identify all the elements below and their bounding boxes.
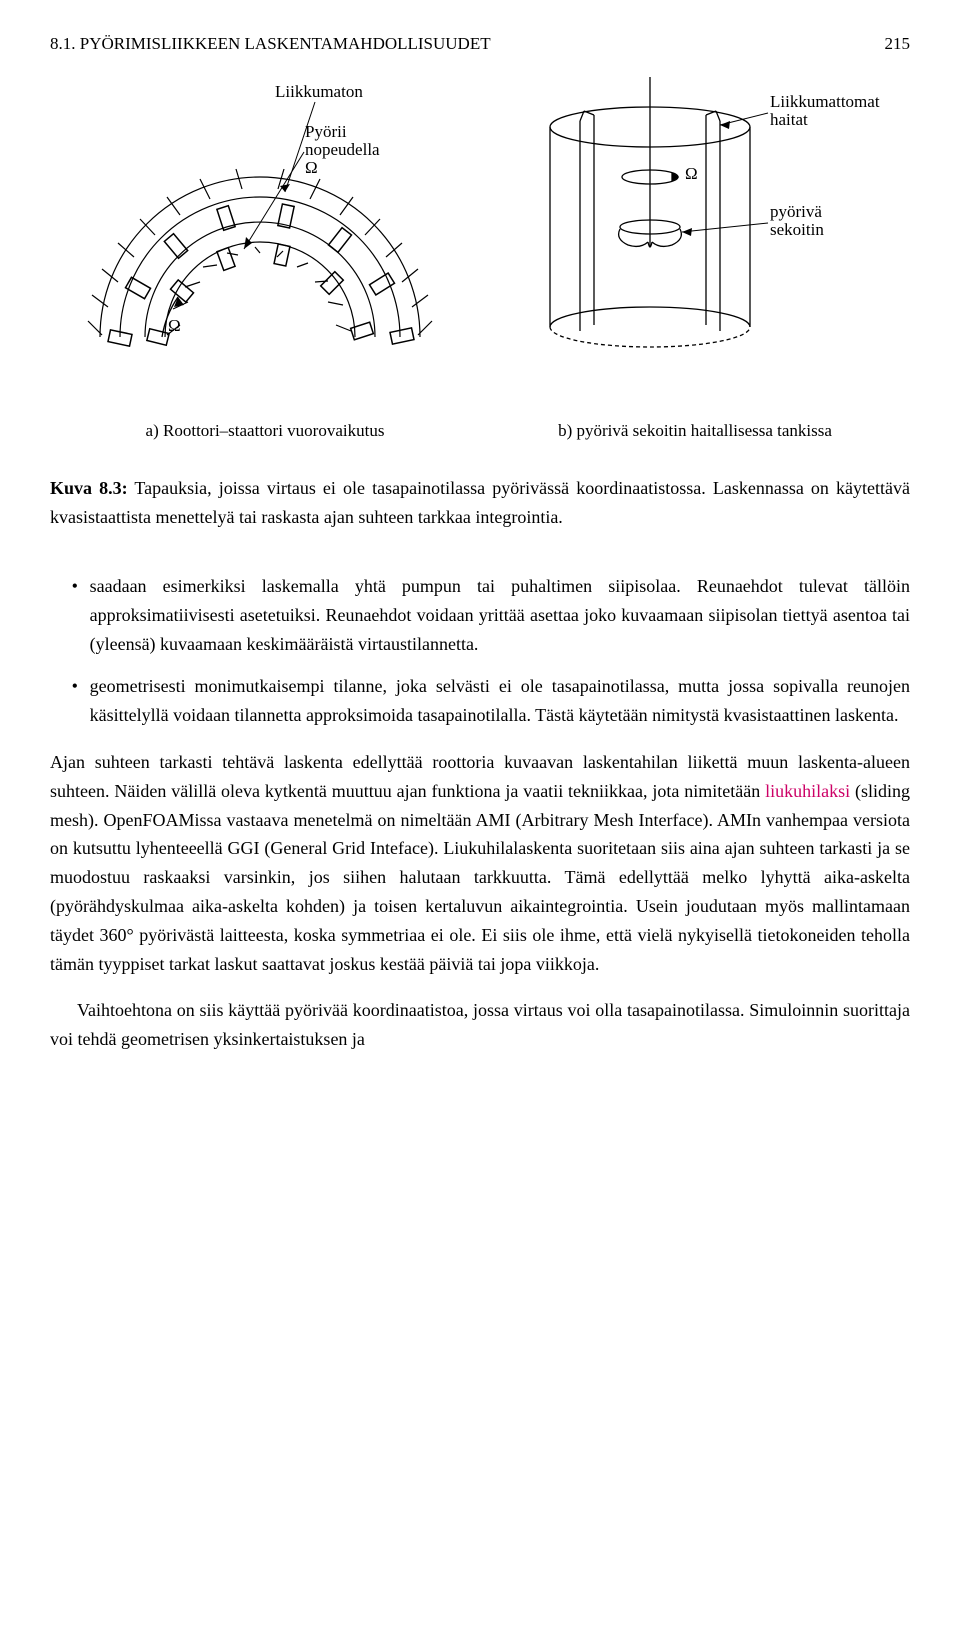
figure-right-tank-mixer: Liikkumattomat haitat Ω pyörivä sekoitin bbox=[490, 77, 910, 367]
figure-left-rotor-stator: Liikkumaton Pyörii nopeudella Ω Ω bbox=[50, 77, 470, 347]
subcaption-row: a) Roottori–staattori vuorovaikutus b) p… bbox=[50, 417, 910, 444]
label-omega-tank: Ω bbox=[685, 164, 698, 183]
caption-label: Kuva 8.3: bbox=[50, 478, 128, 498]
bullet-item-2: geometrisesti monimutkaisempi tilanne, j… bbox=[72, 672, 910, 730]
label-haitat-1: Liikkumattomat bbox=[770, 92, 880, 111]
subcaption-a: a) Roottori–staattori vuorovaikutus bbox=[50, 417, 480, 444]
bullet-list: saadaan esimerkiksi laskemalla yhtä pump… bbox=[50, 572, 910, 730]
para1-post: (sliding mesh). Open­FOAMissa vastaava m… bbox=[50, 781, 910, 974]
label-sekoitin-1: pyörivä bbox=[770, 202, 822, 221]
paragraph-liukuhila: Ajan suhteen tarkasti tehtävä laskenta e… bbox=[50, 748, 910, 978]
label-nopeudella: nopeudella bbox=[305, 140, 380, 159]
label-haitat-2: haitat bbox=[770, 110, 808, 129]
section-title: 8.1. PYÖRIMISLIIKKEEN LASKENTAMAHDOLLISU… bbox=[50, 30, 491, 57]
page-header: 8.1. PYÖRIMISLIIKKEEN LASKENTAMAHDOLLISU… bbox=[50, 30, 910, 57]
page-number: 215 bbox=[885, 30, 911, 57]
label-omega-text: Ω bbox=[305, 158, 318, 177]
caption-text: Tapauksia, joissa virtaus ei ole tasapai… bbox=[50, 478, 910, 527]
label-sekoitin-2: sekoitin bbox=[770, 220, 824, 239]
paragraph-vaihtoehto: Vaihtoehtona on siis käyttää pyörivää ko… bbox=[50, 996, 910, 1054]
label-liikkumaton: Liikkumaton bbox=[275, 82, 363, 101]
label-omega-bottom: Ω bbox=[168, 316, 181, 335]
label-pyorii: Pyörii bbox=[305, 122, 347, 141]
subcaption-b: b) pyörivä sekoitin haitallisessa tankis… bbox=[480, 417, 910, 444]
magenta-term: liukuhilaksi bbox=[765, 781, 850, 801]
bullet-item-1: saadaan esimerkiksi laskemalla yhtä pump… bbox=[72, 572, 910, 658]
figure-8-3: Liikkumaton Pyörii nopeudella Ω Ω bbox=[50, 77, 910, 367]
figure-caption: Kuva 8.3: Tapauksia, joissa virtaus ei o… bbox=[50, 474, 910, 532]
